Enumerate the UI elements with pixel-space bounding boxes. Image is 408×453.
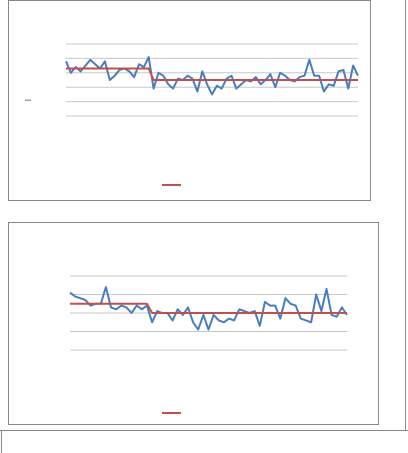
series-line — [65, 56, 359, 96]
y-axis-label: – — [25, 94, 32, 106]
series-line — [66, 67, 358, 81]
chart-frame — [8, 0, 371, 201]
series-line — [69, 286, 348, 331]
series-line — [70, 302, 347, 314]
